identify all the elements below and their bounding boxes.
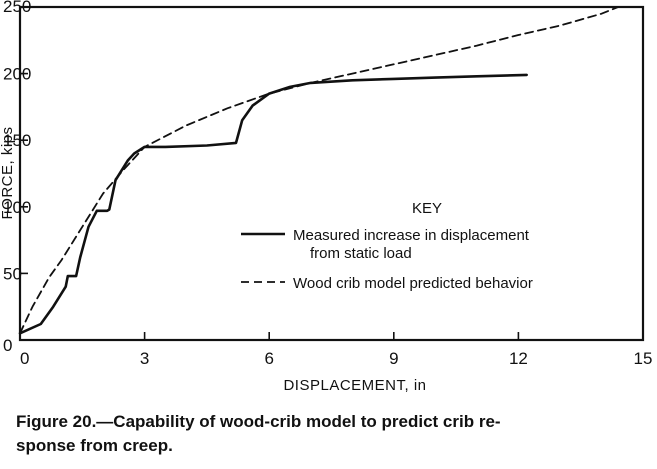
x-tick-label: 3 bbox=[140, 349, 149, 368]
series-group bbox=[18, 6, 619, 335]
y-tick-label: 100 bbox=[3, 198, 31, 217]
x-tick-label: 6 bbox=[264, 349, 273, 368]
x-tick-label: 0 bbox=[20, 349, 29, 368]
y-axis-title: FORCE, kips bbox=[0, 126, 16, 219]
y-tick-label: 200 bbox=[3, 65, 31, 84]
legend-label-measured-line2: from static load bbox=[310, 245, 412, 262]
figure-caption: Figure 20.—Capability of wood-crib model… bbox=[16, 410, 646, 458]
y-tick-label: 250 bbox=[3, 0, 31, 16]
series-line-predicted bbox=[19, 6, 619, 335]
legend: KEY Measured increase in displacement fr… bbox=[241, 200, 533, 292]
x-axis-title: DISPLACEMENT, in bbox=[283, 377, 426, 394]
x-tick-label: 12 bbox=[509, 349, 528, 368]
legend-label-predicted: Wood crib model predicted behavior bbox=[293, 275, 533, 292]
caption-line-1: Figure 20.—Capability of wood-crib model… bbox=[16, 412, 501, 431]
y-tick-label: 0 bbox=[3, 336, 12, 355]
y-axis-ticks: 0 50 100 150 200 250 bbox=[3, 0, 31, 355]
x-tick-label: 15 bbox=[634, 349, 653, 368]
x-axis-ticks: 0 3 6 9 12 15 bbox=[20, 332, 652, 368]
caption-line-2: sponse from creep. bbox=[16, 436, 173, 455]
series-line-measured bbox=[18, 73, 528, 335]
plot-frame bbox=[18, 5, 645, 342]
legend-label-measured-line1: Measured increase in displacement bbox=[293, 227, 530, 244]
x-tick-label: 9 bbox=[389, 349, 398, 368]
y-tick-label: 150 bbox=[3, 131, 31, 150]
y-tick-label: 50 bbox=[3, 264, 22, 283]
legend-title: KEY bbox=[412, 200, 442, 217]
